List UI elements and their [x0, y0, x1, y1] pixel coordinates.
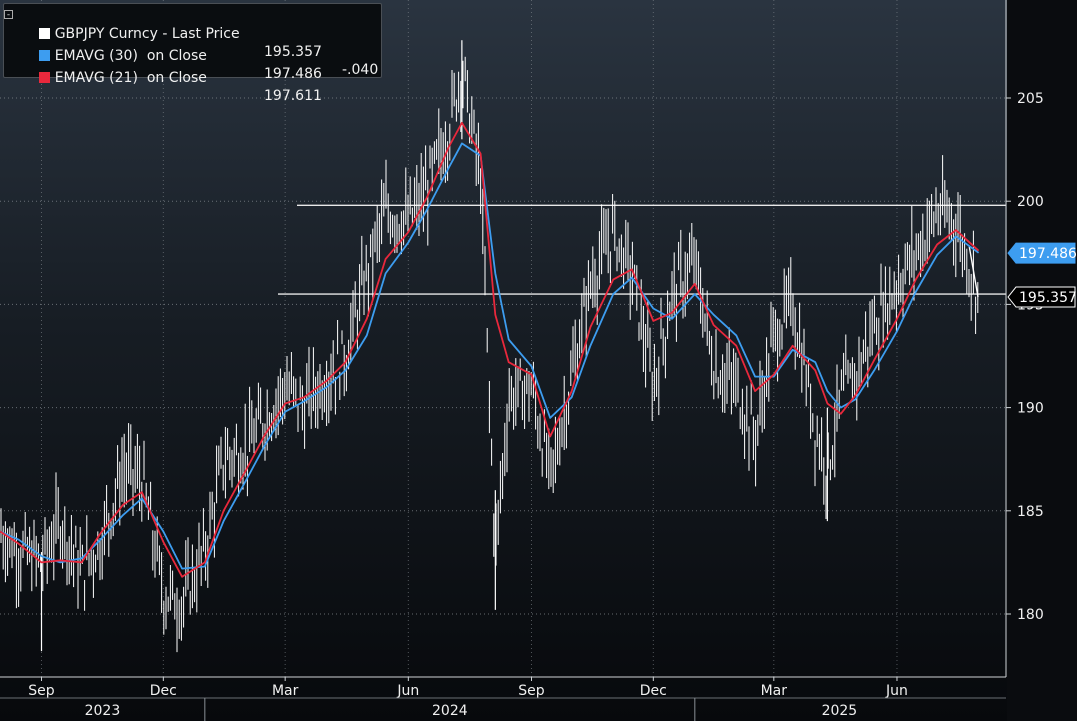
legend-item-price: GBPJPY Curncy - Last Price 195.357 -.040 [12, 7, 378, 78]
x-tick-label: Mar [272, 683, 299, 699]
legend-value-price: 195.357 [264, 44, 322, 60]
x-tick-label: Sep [28, 683, 55, 699]
year-label: 2024 [432, 703, 468, 719]
y-tick-label: 205 [1017, 91, 1044, 107]
last-price-tag-label: 195.357 [1019, 290, 1077, 306]
year-label: 2025 [822, 703, 858, 719]
legend-collapse-icon[interactable]: - [4, 10, 13, 20]
legend-label-ema30: EMAVG (30) on Close [54, 48, 207, 64]
last-price-tag-bg [1007, 286, 1076, 308]
legend-swatch-ema30 [38, 50, 50, 61]
x-tick-label: Jun [396, 683, 419, 699]
x-tick-label: Dec [150, 683, 177, 699]
ema30-line [0, 142, 980, 570]
y-tick-label: 190 [1017, 401, 1044, 417]
ema30-price-tag: 197.486 [1007, 242, 1077, 264]
ema21-line [0, 121, 980, 578]
x-tick-label: Dec [640, 683, 667, 699]
chart-legend: - GBPJPY Curncy - Last Price 195.357 -.0… [3, 3, 382, 104]
legend-item-ema21: EMAVG (21) on Close 197.611 [12, 51, 322, 104]
x-tick-label: Mar [761, 683, 788, 699]
legend-label-price: GBPJPY Curncy - Last Price [54, 26, 240, 42]
legend-change-price: -.040 [342, 62, 379, 78]
legend-label-ema21: EMAVG (21) on Close [54, 70, 207, 86]
year-label: 2023 [85, 703, 121, 719]
y-tick-label: 180 [1017, 607, 1044, 623]
legend-value-ema21: 197.611 [264, 88, 322, 104]
legend-value-ema30: 197.486 [264, 66, 322, 82]
x-tick-label: Jun [885, 683, 908, 699]
last-price-tag: 195.357 [1007, 286, 1077, 308]
ema30-price-tag-label: 197.486 [1019, 246, 1077, 262]
legend-item-ema30: EMAVG (30) on Close 197.486 [12, 29, 322, 82]
y-axis-panel [1007, 0, 1077, 721]
price-last-segment [968, 246, 979, 298]
x-tick-label: Sep [518, 683, 545, 699]
ema30-price-tag-bg [1007, 242, 1076, 264]
y-tick-label: 185 [1017, 504, 1044, 520]
y-tick-label: 200 [1017, 194, 1044, 210]
legend-swatch-ema21 [38, 72, 50, 83]
legend-swatch-price [38, 28, 50, 39]
